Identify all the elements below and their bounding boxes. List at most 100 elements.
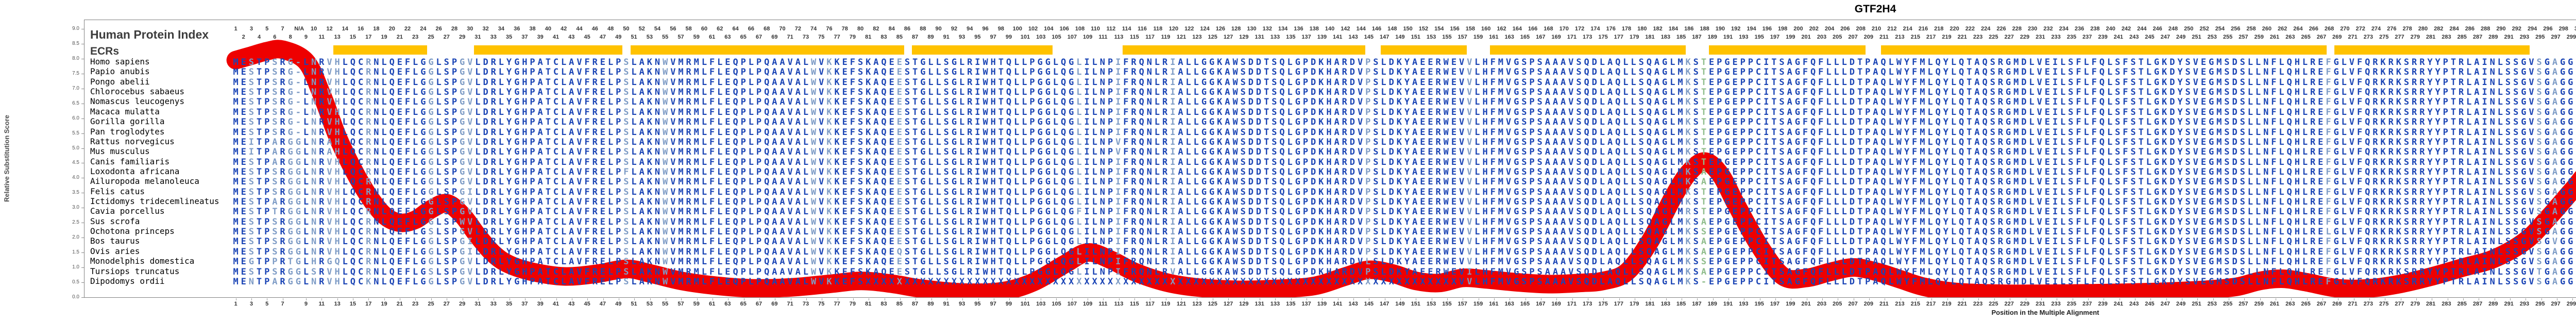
ruler-label: 122: [1184, 26, 1194, 32]
residue: S: [1576, 87, 1582, 98]
residue: L: [701, 117, 707, 128]
residue: P: [451, 127, 457, 138]
residue: D: [1311, 77, 1316, 88]
residue: L: [928, 67, 934, 78]
residue: W: [663, 57, 668, 67]
residue: S: [1990, 77, 1995, 88]
residue: L: [303, 67, 309, 78]
residue: Q: [2286, 127, 2292, 138]
residue: N: [311, 87, 317, 98]
residue: D: [1591, 97, 1597, 108]
residue: S: [2130, 127, 2136, 138]
ruler-label: [1606, 34, 1614, 41]
residue: R: [1342, 127, 1347, 138]
residue: G: [1209, 87, 1215, 98]
residue: K: [866, 57, 871, 67]
residue: L: [475, 117, 481, 128]
ruler-label: [388, 34, 396, 41]
residue: A: [639, 57, 645, 67]
residue: A: [569, 117, 574, 128]
residue: P: [451, 67, 457, 78]
ruler-label: 237: [2082, 34, 2092, 40]
residue: T: [1967, 127, 1972, 138]
residue: C: [553, 57, 559, 67]
residue: R: [319, 57, 325, 67]
residue: L: [1381, 137, 1386, 147]
residue: L: [1154, 137, 1160, 147]
residue: K: [1685, 77, 1691, 88]
ruler-label: 142: [1341, 26, 1350, 32]
residue: S: [2068, 77, 2074, 88]
residue: T: [2138, 117, 2144, 128]
residue: P: [1740, 67, 1745, 78]
residue: P: [1748, 117, 1754, 128]
ruler-label: [1270, 26, 1278, 32]
species-name: Tursiops truncatus: [90, 266, 180, 276]
residue: P: [2443, 87, 2448, 98]
residue: Q: [733, 67, 738, 78]
ruler-label: [474, 26, 482, 32]
ruler-label: 182: [1653, 26, 1663, 32]
ruler-label: [1590, 34, 1598, 41]
residue: W: [811, 87, 817, 98]
residue: K: [1217, 117, 1223, 128]
residue: G: [1794, 127, 1800, 138]
residue: P: [2443, 67, 2448, 78]
residue: M: [693, 117, 699, 128]
residue: D: [483, 87, 488, 98]
residue: E: [889, 107, 894, 117]
ruler-label: 30: [467, 26, 473, 32]
residue: L: [717, 67, 723, 78]
ruler-label: [575, 34, 583, 41]
residue: L: [498, 107, 504, 117]
residue: D: [1849, 127, 1855, 138]
residue: Y: [1904, 57, 1910, 67]
residue: S: [2513, 107, 2519, 117]
residue: P: [1107, 57, 1113, 67]
residue: Y: [2435, 117, 2441, 128]
residue: S: [1272, 137, 1277, 147]
ruler-label: [1411, 26, 1419, 32]
residue: G: [428, 77, 434, 88]
residue: S: [1990, 67, 1995, 78]
residue: A: [1654, 67, 1660, 78]
residue: R: [366, 77, 371, 88]
residue: L: [1623, 127, 1629, 138]
residue: H: [1482, 57, 1488, 67]
residue: V: [2349, 127, 2355, 138]
ruler-label: 274: [2371, 26, 2381, 32]
residue: L: [1014, 97, 1020, 108]
residue: Y: [2177, 67, 2183, 78]
residue: L: [1014, 127, 1020, 138]
residue: K: [1217, 107, 1223, 117]
residue: D: [1349, 77, 1355, 88]
residue: S: [2185, 77, 2191, 88]
residue: L: [1381, 77, 1386, 88]
residue: L: [1599, 137, 1605, 147]
ruler-label: 13: [334, 34, 341, 40]
residue: A: [1552, 57, 1558, 67]
residue: L: [475, 137, 481, 147]
residue: T: [1967, 77, 1972, 88]
species-name: Chlorocebus sabaeus: [90, 87, 185, 97]
species-name: Ictidomys tridecemlineatus: [90, 196, 219, 207]
residue: G: [1037, 107, 1043, 117]
residue: R: [686, 127, 691, 138]
residue: H: [1482, 97, 1488, 108]
ruler-label: 19: [381, 34, 387, 40]
residue: A: [1178, 117, 1183, 128]
ruler-label: 58: [685, 26, 692, 32]
residue: A: [1787, 117, 1792, 128]
residue: T: [2450, 67, 2456, 78]
residue: G: [2544, 77, 2550, 88]
residue: A: [1552, 87, 1558, 98]
residue: R: [2412, 117, 2417, 128]
residue: C: [358, 67, 364, 78]
residue: Q: [733, 57, 738, 67]
residue: A: [772, 127, 777, 138]
residue: S: [1638, 117, 1644, 128]
residue: L: [2302, 127, 2308, 138]
residue: L: [1599, 77, 1605, 88]
ruler-label: 243: [2129, 34, 2139, 40]
residue: K: [1396, 87, 1402, 98]
